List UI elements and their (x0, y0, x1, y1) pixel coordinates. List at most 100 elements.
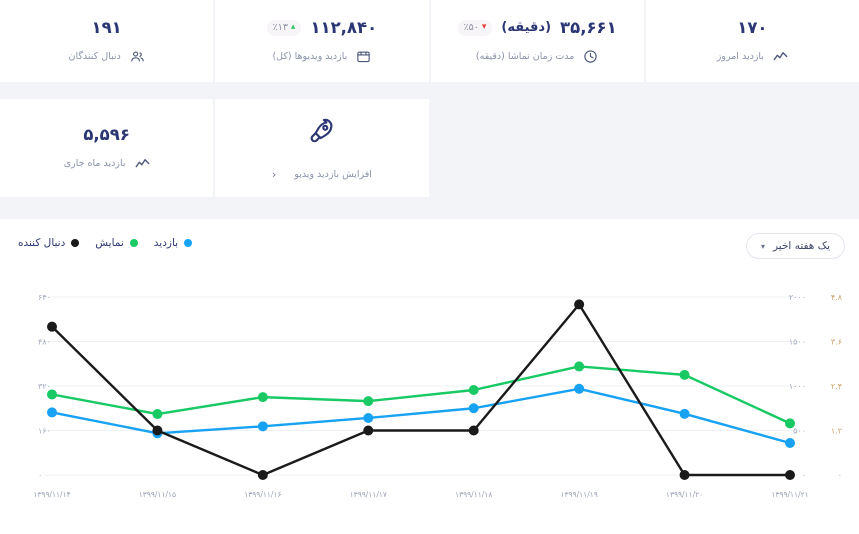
chart-header: یک هفته اخیر ▾ بازدید نمایش دنبال کننده (0, 219, 859, 275)
y-axis-left-tick: ۶۴۰ (38, 293, 51, 302)
legend-color-swatch (184, 239, 193, 247)
y-axis-right-outer-tick: ۴.۸ (831, 293, 843, 302)
date-range-selector[interactable]: یک هفته اخیر ▾ (745, 233, 845, 259)
stat-card-followers: ۱۹۱ دنبال کنندگان (0, 0, 214, 82)
rocket-icon (307, 116, 337, 146)
y-axis-right-inner-tick: ۰ (802, 471, 806, 480)
promo-label: افزایش بازدید ویدیو (294, 168, 372, 180)
arrow-up-icon: ▴ (290, 22, 296, 32)
stat-label: مدت زمان تماشا (دقیقه) (475, 51, 575, 62)
chart-data-point[interactable] (574, 361, 585, 372)
stat-card-label-row: دنبال کنندگان (69, 49, 145, 64)
chart-series-right_outer (47, 299, 795, 480)
legend-item-impressions[interactable]: نمایش (95, 237, 138, 249)
stat-value: ۱۷۰ (737, 18, 768, 37)
x-axis-tick: ۱۳۹۹/۱۱/۱۸ (455, 490, 492, 499)
chart-data-point[interactable] (257, 470, 268, 480)
chart-data-point[interactable] (574, 299, 585, 310)
legend-label: نمایش (95, 237, 124, 249)
chart-data-point[interactable] (679, 408, 690, 419)
chart-data-point[interactable] (679, 470, 690, 480)
stat-card-total-video-views: ۱۱۲,۸۴۰ ▴ ٪۱۳ بازدید ویدیوها (کل) (215, 0, 429, 82)
stat-card-label-row: مدت زمان تماشا (دقیقه) (476, 49, 598, 64)
x-axis-tick: ۱۳۹۹/۱۱/۱۴ (33, 490, 70, 499)
promo-card-boost-video-views[interactable]: افزایش بازدید ویدیو ‹ (215, 99, 429, 197)
y-axis-right-outer-tick: ۰ (838, 471, 842, 480)
arrow-down-icon: ▾ (481, 22, 487, 32)
y-axis-left-tick: ۴۸۰ (38, 338, 51, 347)
chart-data-point[interactable] (785, 470, 795, 480)
y-axis-right-inner-tick: ۱۵۰۰ (789, 338, 806, 347)
y-axis-right-outer-tick: ۲.۴ (831, 382, 842, 391)
chart-data-point[interactable] (785, 418, 795, 429)
legend-color-swatch (71, 239, 80, 247)
y-axis-right-inner-tick: ۵۰۰ (793, 427, 806, 436)
stat-card-value-row: ۵,۵۹۶ (83, 125, 130, 144)
chart-data-point[interactable] (47, 389, 57, 400)
y-axis-right-inner-tick: ۲۰۰۰ (789, 293, 806, 302)
stat-value: ۳۵,۶۶۱ (560, 18, 617, 37)
stat-label: بازدید ماه جاری (63, 158, 126, 169)
status-badge: ▾ ٪۵۰ (457, 19, 493, 36)
stat-value: ۱۹۱ (91, 18, 122, 37)
chart-line-icon (773, 49, 788, 64)
date-range-label: یک هفته اخیر (772, 240, 830, 252)
legend-item-views[interactable]: بازدید (153, 237, 193, 249)
stat-label: دنبال کنندگان (68, 51, 121, 62)
chart-data-point[interactable] (152, 425, 163, 436)
y-axis-left-tick: ۱۶۰ (38, 427, 51, 436)
chart-data-point[interactable] (363, 412, 374, 423)
analytics-chart-panel: یک هفته اخیر ▾ بازدید نمایش دنبال کننده (0, 219, 859, 534)
chart-data-point[interactable] (468, 425, 479, 436)
badge-text: ٪۱۳ (272, 22, 288, 33)
chart-data-point[interactable] (47, 321, 57, 332)
stat-card-value-row: ۱۱۲,۸۴۰ ▴ ٪۱۳ (266, 18, 378, 37)
row-spacer (646, 99, 859, 197)
stat-card-label-row: بازدید ویدیوها (کل) (272, 49, 371, 64)
y-axis-left-tick: ۳۲۰ (38, 382, 51, 391)
stat-unit: (دقیقه) (501, 20, 552, 35)
chart-data-point[interactable] (257, 392, 268, 403)
chart-data-point[interactable] (363, 396, 374, 407)
y-axis-right-outer-tick: ۳.۶ (831, 338, 842, 347)
chart-data-point[interactable] (363, 425, 374, 436)
chart-data-point[interactable] (468, 385, 479, 396)
stat-card-today-views: ۱۷۰ بازدید امروز (645, 0, 859, 82)
stat-card-label-row: بازدید امروز (717, 49, 788, 64)
chart-data-point[interactable] (257, 421, 268, 432)
chevron-down-icon: ▾ (760, 241, 765, 251)
stat-value: ۱۱۲,۸۴۰ (310, 18, 378, 37)
row-spacer (431, 99, 644, 197)
chart-data-point[interactable] (152, 409, 163, 420)
y-axis-left-tick: ۰ (38, 471, 42, 480)
y-axis-right-inner-tick: ۱۰۰۰ (789, 382, 806, 391)
stat-card-value-row: ۱۷۰ (737, 18, 767, 37)
x-axis-tick: ۱۳۹۹/۱۱/۱۵ (139, 490, 176, 499)
stat-label: بازدید امروز (716, 51, 764, 62)
chevron-left-icon: ‹ (271, 167, 277, 181)
legend-color-swatch (129, 239, 138, 247)
y-axis-right-outer-tick: ۱.۲ (831, 427, 842, 436)
stat-card-value-row: ۳۵,۶۶۱ (دقیقه) ▾ ٪۵۰ (457, 18, 617, 37)
x-axis-tick: ۱۳۹۹/۱۱/۱۶ (244, 490, 281, 499)
stat-value: ۵,۵۹۶ (83, 125, 130, 144)
stat-card-value-row: ۱۹۱ (92, 18, 122, 37)
chart-data-point[interactable] (47, 407, 57, 418)
chart-data-point[interactable] (574, 383, 585, 394)
x-axis-tick: ۱۳۹۹/۱۱/۱۹ (561, 490, 598, 499)
chart-data-point[interactable] (785, 438, 795, 449)
chart-data-point[interactable] (679, 369, 690, 380)
stat-card-current-month-views: ۵,۵۹۶ بازدید ماه جاری (0, 99, 214, 197)
legend-label: دنبال کننده (18, 237, 66, 249)
legend-label: بازدید (153, 237, 179, 249)
x-axis-tick: ۱۳۹۹/۱۱/۲۰ (666, 490, 703, 499)
promo-card-link[interactable]: افزایش بازدید ویدیو ‹ (272, 168, 372, 181)
chart-data-point[interactable] (468, 403, 479, 414)
legend-item-followers[interactable]: دنبال کننده (18, 237, 80, 249)
stat-label: بازدید ویدیوها (کل) (272, 51, 348, 62)
status-badge: ▴ ٪۱۳ (266, 19, 302, 36)
stat-card-watch-time: ۳۵,۶۶۱ (دقیقه) ▾ ٪۵۰ مدت زمان تماشا (دقی… (430, 0, 644, 82)
chart-plot-area: ۰ ۱۶۰ ۳۲۰ ۴۸۰ ۶۴۰ ۰ ۵۰۰ ۱۰۰۰ ۱۵۰۰ ۲۰۰۰ ۰ ۱.۲ ۲.۴ ۳.۶ ۴… (0, 275, 859, 534)
video-icon (356, 49, 371, 64)
